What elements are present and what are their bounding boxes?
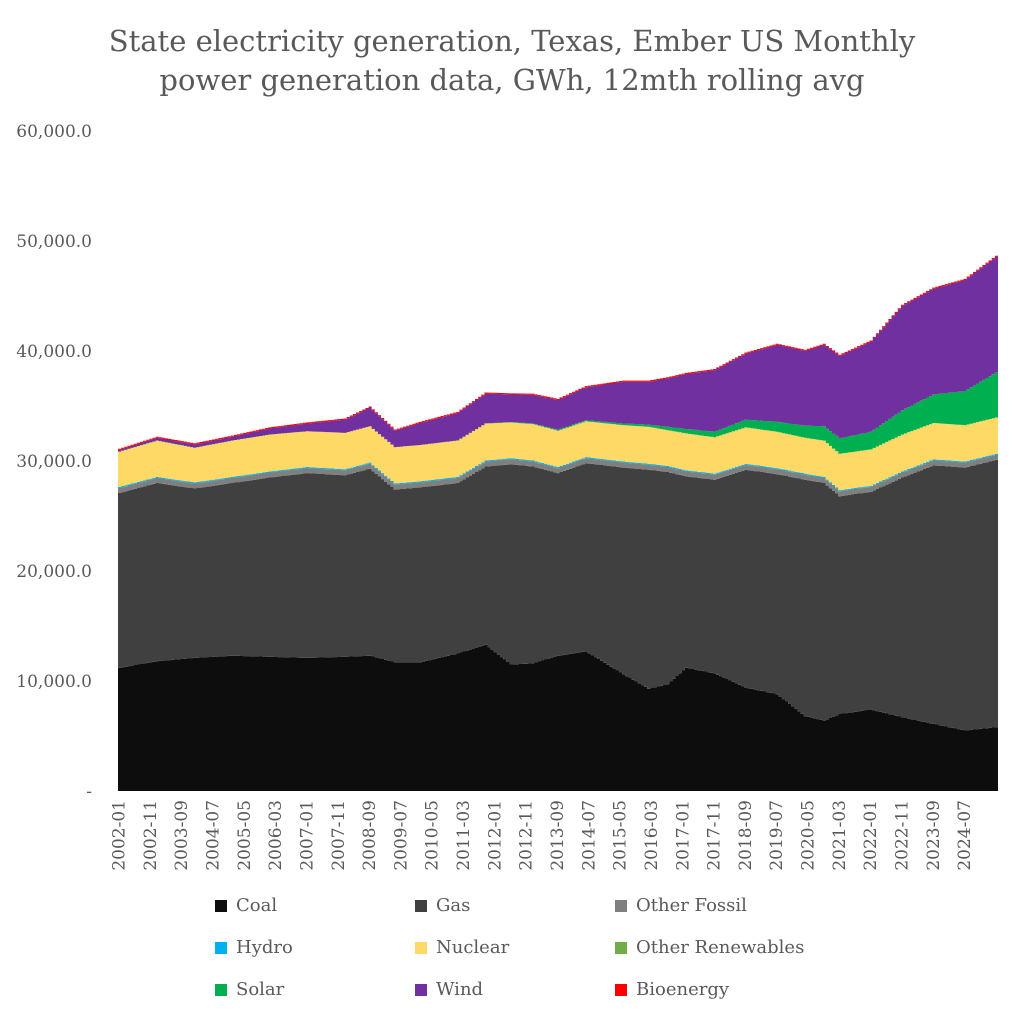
x-tick-label: 2011-03 (454, 800, 474, 871)
legend-item-solar: Solar (215, 979, 284, 1000)
y-tick-label: - (86, 782, 92, 802)
legend-item-bioenergy: Bioenergy (615, 979, 729, 1000)
legend-swatch (415, 942, 427, 954)
x-tick-label: 2003-09 (172, 800, 192, 871)
legend-label: Bioenergy (636, 979, 730, 1000)
legend-swatch (615, 984, 627, 996)
y-tick-label: 30,000.0 (16, 452, 92, 472)
x-tick-label: 2022-11 (893, 800, 913, 871)
legend-item-wind: Wind (415, 979, 483, 1000)
x-tick-label: 2022-01 (861, 800, 881, 871)
chart-title-line-2: power generation data, GWh, 12mth rollin… (159, 63, 865, 97)
legend-item-gas: Gas (415, 895, 470, 916)
y-tick-label: 60,000.0 (16, 122, 92, 142)
legend-swatch (215, 942, 227, 954)
chart-title: State electricity generation, Texas, Emb… (0, 22, 1024, 100)
x-tick-label: 2013-09 (548, 800, 568, 871)
legend-item-other-renewables: Other Renewables (615, 937, 804, 958)
area-series-wind (118, 256, 998, 452)
y-tick-label: 20,000.0 (16, 562, 92, 582)
legend-swatch (215, 984, 227, 996)
legend-item-other-fossil: Other Fossil (615, 895, 747, 916)
x-axis-tick-labels: 2002-01 2002-11 2003-09 2004-07 2005-05 2006-… (110, 800, 975, 871)
x-tick-label: 2006-03 (266, 800, 286, 871)
y-tick-label: 50,000.0 (16, 232, 92, 252)
legend-swatch (615, 900, 627, 912)
legend-item-coal: Coal (215, 895, 277, 916)
legend-swatch (415, 900, 427, 912)
x-tick-label: 2010-05 (423, 800, 443, 871)
x-tick-label: 2018-09 (736, 800, 756, 871)
x-tick-label: 2004-07 (204, 800, 224, 871)
x-tick-label: 2021-03 (830, 800, 850, 871)
x-tick-label: 2017-01 (673, 800, 693, 871)
legend-label: Other Fossil (636, 895, 747, 916)
legend-swatch (215, 900, 227, 912)
x-tick-label: 2015-05 (611, 800, 631, 871)
x-tick-label: 2005-05 (235, 800, 255, 871)
legend-item-nuclear: Nuclear (415, 937, 509, 958)
x-tick-label: 2012-01 (485, 800, 505, 871)
chart-title-line-1: State electricity generation, Texas, Emb… (108, 24, 916, 58)
x-tick-label: 2014-07 (579, 800, 599, 871)
area-series-group (118, 255, 998, 791)
legend-label: Gas (436, 895, 471, 916)
y-axis-tick-labels: - 10,000.0 20,000.0 30,000.0 40,000.0 50,000.… (16, 122, 92, 802)
x-tick-label: 2016-03 (642, 800, 662, 871)
x-tick-label: 2012-11 (517, 800, 537, 871)
legend-label: Nuclear (436, 937, 510, 958)
x-tick-label: 2002-01 (110, 800, 130, 871)
y-tick-label: 10,000.0 (16, 672, 92, 692)
legend-swatch (615, 942, 627, 954)
x-tick-label: 2009-07 (391, 800, 411, 871)
legend-swatch (415, 984, 427, 996)
x-tick-label: 2017-11 (705, 800, 725, 871)
x-tick-label: 2008-09 (360, 800, 380, 871)
x-tick-label: 2019-07 (767, 800, 787, 871)
legend-label: Solar (236, 979, 285, 1000)
area-series-nuclear (118, 417, 998, 491)
area-series-coal (118, 644, 998, 791)
x-tick-label: 2020-05 (799, 800, 819, 871)
x-tick-label: 2007-01 (298, 800, 318, 871)
area-series-gas (118, 459, 998, 731)
legend-label: Wind (436, 979, 484, 1000)
x-tick-label: 2023-09 (924, 800, 944, 871)
x-tick-label: 2007-11 (329, 800, 349, 871)
legend-label: Coal (236, 895, 278, 916)
legend-label: Hydro (236, 937, 293, 958)
x-tick-label: 2024-07 (955, 800, 975, 871)
y-tick-label: 40,000.0 (16, 342, 92, 362)
legend-item-hydro: Hydro (215, 937, 293, 958)
x-tick-label: 2002-11 (141, 800, 161, 871)
legend-label: Other Renewables (636, 937, 805, 958)
